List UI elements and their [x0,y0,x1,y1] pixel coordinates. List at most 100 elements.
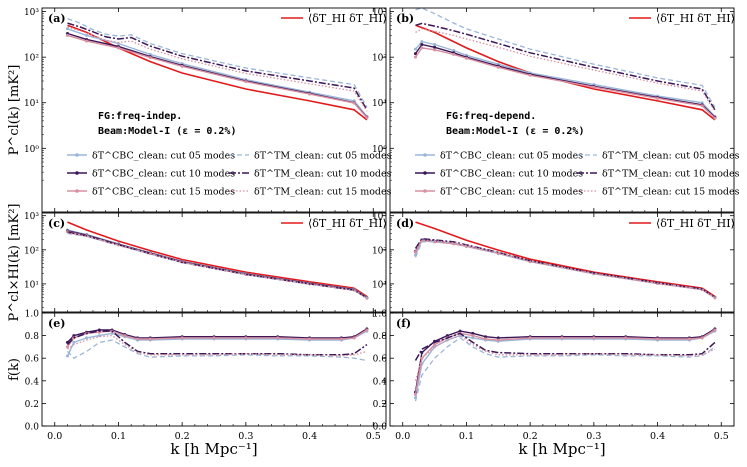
fg-annotation: FG:freq-indep. [98,110,182,122]
series-line-cbc10 [67,230,368,299]
series-marker-cbc10 [484,335,488,339]
legend-marker-cbc15 [423,189,427,193]
series-marker-cbc15 [180,336,184,340]
series-marker-cbc15 [592,85,596,89]
x-tick-label: 0.0 [395,431,410,442]
panel-frame [41,212,387,313]
series-marker-cbc05 [471,336,475,340]
x-tick-label: 0.2 [523,431,538,442]
legend-marker-cbc15 [75,189,79,193]
series-marker-cbc15 [687,337,691,341]
legend-label-tm10: δT^TM_clean: cut 10 modes [254,169,392,180]
series-line-tm05 [414,337,716,402]
series-marker-cbc15 [413,392,417,396]
series-marker-cbc15 [365,328,369,332]
series-marker-cbc15 [136,337,140,341]
y-tick-label: 10¹ [24,99,39,109]
series-line-cbc05 [67,229,368,299]
series-marker-cbc15 [700,104,704,108]
series-line-tm15 [67,26,368,112]
series-marker-cbc15 [244,80,248,84]
series-marker-cbc15 [528,336,532,340]
panel-e: 0.0 0.1 0.2 0.3 0.4 0.50.00.20.40.60.81.0(e) [25,310,387,442]
panel-d: 10¹ 10² 10³ (d) ⟨δT_HI δT_HI⟩ [372,212,735,313]
series-marker-cbc15 [624,336,628,340]
y-tick-label: 10³ [372,8,387,18]
legend-marker-cbc10 [75,171,79,175]
series-marker-cbc15 [433,48,437,52]
series-marker-cbc15 [560,336,564,340]
legend-label-tm15: δT^TM_clean: cut 15 modes [254,187,392,198]
series-marker-cbc15 [65,345,69,349]
series-marker-cbc15 [700,336,704,340]
series-marker-cbc05 [413,47,417,51]
series-line-cbc15 [414,329,716,395]
panel-label: (d) [396,217,414,230]
y-tick-label: 10³ [24,212,39,222]
series-marker-cbc15 [148,337,152,341]
series-marker-cbc05 [85,33,89,37]
series-marker-cbc05 [452,49,456,53]
y-tick-label: 0.2 [373,400,387,410]
series-marker-cbc10 [458,329,462,333]
y-tick-label: 0.0 [25,423,40,433]
legend-label-tm05: δT^TM_clean: cut 05 modes [254,151,392,162]
series-marker-cbc15 [116,46,120,50]
legend-ref-label: ⟨δT_HI δT_HI⟩ [656,12,735,25]
panel-label: (a) [48,12,66,25]
series-marker-cbc15 [339,337,343,341]
series-line-cbc05 [414,40,716,117]
y-tick-label: 10³ [372,212,387,222]
series-marker-cbc15 [85,39,89,43]
series-marker-cbc10 [420,42,424,46]
legend-marker-cbc05 [423,153,427,157]
y-tick-label: 10² [24,54,39,64]
series-marker-cbc15 [65,33,69,37]
series-marker-cbc15 [713,328,717,332]
y-tick-label: 10² [24,246,39,256]
x-tick-label: 0.4 [650,431,665,442]
series-line-cbc10 [414,328,716,393]
panel-label: (b) [396,12,414,25]
series-line-cbc10 [414,43,716,118]
x-tick-label: 0.0 [47,431,62,442]
series-line-tm05 [415,8,716,108]
series-marker-cbc10 [433,45,437,49]
legend-label-tm15: δT^TM_clean: cut 15 modes [602,187,740,198]
series-marker-cbc05 [65,27,69,31]
series-marker-cbc15 [413,250,417,254]
panel-f: 0.0 0.1 0.2 0.3 0.4 0.5 0.0 0.2 0.4 0.6 0.8 1.0 (f) [373,310,735,442]
y-tick-label: 10⁰ [24,145,39,155]
series-line-cbc10 [66,328,368,343]
y-tick-label: 1.0 [25,310,40,320]
series-marker-cbc05 [85,336,89,340]
legend-label-cbc10: δT^CBC_clean: cut 10 modes [92,169,235,180]
series-marker-cbc05 [700,101,704,105]
y-tick-label: 0.8 [373,332,388,342]
x-tick-label: 0.1 [459,431,474,442]
panel-label: (c) [48,217,65,230]
series-line-cbc15 [414,239,716,299]
y-axis-label: P^cl(k) [mK²] [7,65,22,156]
x-tick-label: 0.3 [238,431,253,442]
legend-marker-cbc05 [75,153,79,157]
series-marker-cbc10 [72,334,76,338]
panel-frame [389,7,735,213]
legend-marker-cbc10 [423,171,427,175]
series-marker-cbc05 [433,42,437,46]
series-line-ref [67,221,368,298]
series-marker-cbc15 [352,101,356,105]
x-tick-label: 0.4 [302,431,317,442]
y-axis-label: f(k) [7,358,22,381]
series-marker-cbc15 [452,52,456,56]
x-axis-label: k [h Mpc⁻¹] [518,440,605,458]
panel-frame [389,212,735,313]
series-marker-cbc15 [656,96,660,100]
y-tick-label: 0.8 [25,332,40,342]
series-marker-cbc10 [445,334,449,338]
beam-annotation: Beam:Model-I (ε = 0.2%) [446,126,584,137]
legend-ref-label: ⟨δT_HI δT_HI⟩ [308,12,387,25]
series-line-ref [415,24,716,121]
series-line-cbc15 [67,34,368,119]
